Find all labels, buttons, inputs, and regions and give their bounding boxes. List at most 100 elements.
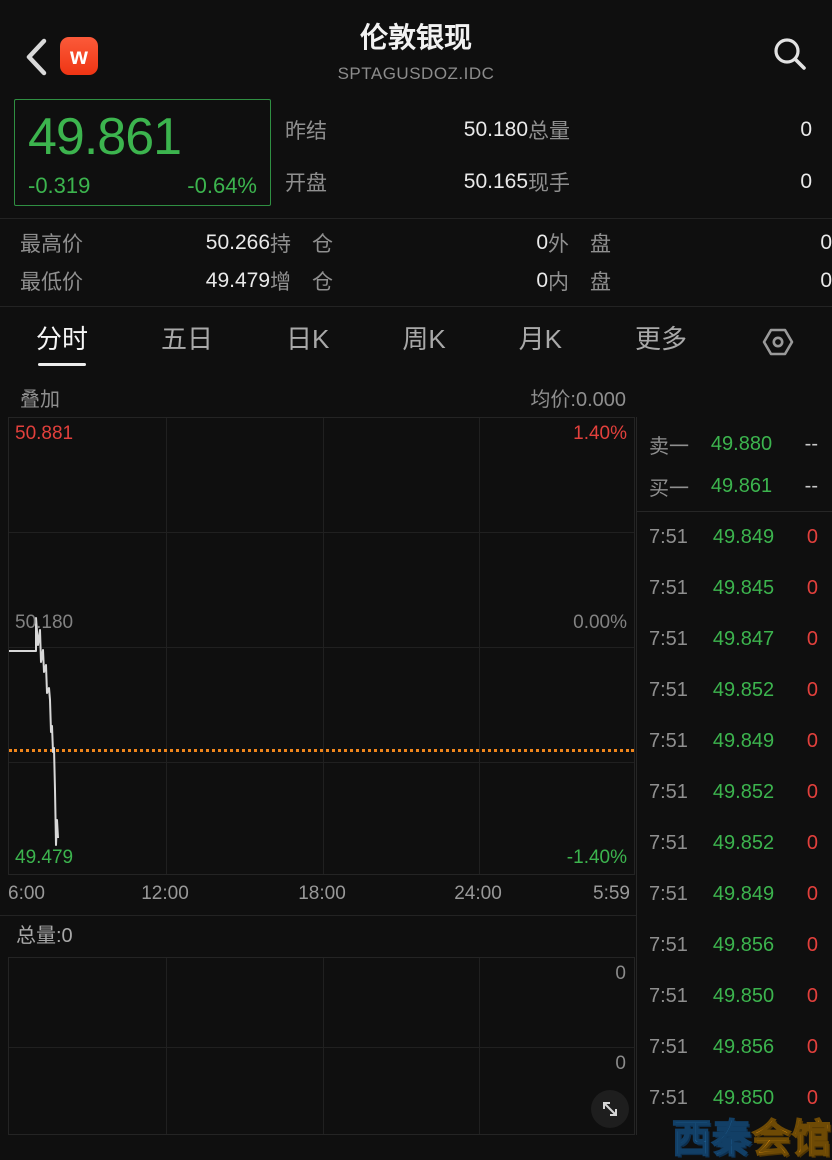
back-button[interactable]	[22, 36, 52, 78]
gridline	[323, 418, 324, 874]
time-tick: 6:00	[8, 883, 45, 904]
trade-row[interactable]: 7:51 49.850 0	[637, 1073, 832, 1124]
time-tick: 5:59	[593, 883, 630, 904]
stat-value: 0	[536, 269, 548, 292]
trade-time: 7:51	[649, 832, 688, 854]
trade-row[interactable]: 7:51 49.847 0	[637, 614, 832, 665]
book-qty: --	[804, 432, 818, 455]
trade-qty: 0	[806, 628, 818, 650]
search-icon	[774, 38, 806, 70]
wind-app-logo[interactable]: w	[60, 37, 98, 75]
trade-qty: 0	[806, 730, 818, 752]
watermark: 西秦会馆	[671, 1118, 832, 1160]
trade-row[interactable]: 7:51 49.852 0	[637, 767, 832, 818]
header: w 伦敦银现 SPTAGUSDOZ.IDC	[0, 0, 832, 96]
chart-low-pct-label: -1.40%	[566, 847, 627, 868]
book-price: 49.861	[710, 474, 773, 497]
gridline	[479, 958, 480, 1134]
price-change-pct: -0.64%	[187, 173, 257, 198]
trade-time: 7:51	[649, 628, 688, 650]
trade-time: 7:51	[649, 1087, 688, 1109]
order-book: 卖一 49.880 -- 买一 49.861 --	[637, 417, 832, 511]
stat-label: 持 仓	[270, 233, 333, 256]
trade-row[interactable]: 7:51 49.849 0	[637, 512, 832, 563]
tab-daily-k[interactable]: 日K	[286, 323, 330, 354]
chart-high-price-label: 50.881	[15, 423, 74, 444]
stat-label: 增 仓	[270, 271, 333, 294]
trade-row[interactable]: 7:51 49.852 0	[637, 818, 832, 869]
trade-price: 49.845	[712, 577, 775, 599]
main-area: 50.881 1.40% 50.180 0.00% 49.479 -1.40% …	[0, 417, 832, 1135]
chart-low-price-label: 49.479	[15, 847, 74, 868]
quote-field-value: 50.180	[463, 118, 528, 141]
overlay-button[interactable]: 叠加	[20, 389, 60, 411]
trade-qty: 0	[806, 985, 818, 1007]
trade-qty: 0	[806, 883, 818, 905]
quote-field-value: 0	[800, 118, 812, 141]
chart-mid-price-label: 50.180	[15, 612, 74, 633]
order-book-row[interactable]: 卖一 49.880 --	[637, 423, 832, 465]
trade-qty: 0	[806, 832, 818, 854]
book-qty: --	[804, 474, 818, 497]
stat-label: 最高价	[20, 233, 83, 256]
stat-label: 最低价	[20, 271, 83, 294]
time-tick: 18:00	[298, 883, 346, 904]
search-button[interactable]	[770, 34, 810, 74]
trade-qty: 0	[806, 934, 818, 956]
trade-row[interactable]: 7:51 49.849 0	[637, 716, 832, 767]
expand-diagonal-icon	[603, 1102, 617, 1116]
trade-price: 49.850	[712, 1087, 775, 1109]
trade-row[interactable]: 7:51 49.845 0	[637, 563, 832, 614]
logo-letter: w	[70, 42, 88, 69]
gridline	[479, 418, 480, 874]
quote-field-label: 总量	[528, 120, 570, 143]
trade-time: 7:51	[649, 679, 688, 701]
trade-row[interactable]: 7:51 49.850 0	[637, 971, 832, 1022]
trade-row[interactable]: 7:51 49.852 0	[637, 665, 832, 716]
tab-minute[interactable]: 分时	[36, 319, 88, 366]
tab-bar: 分时 五日 日K 周K 月K 更多	[0, 307, 832, 377]
trade-qty: 0	[806, 526, 818, 548]
gridline	[9, 647, 634, 648]
time-tick: 12:00	[141, 883, 189, 904]
trade-time: 7:51	[649, 934, 688, 956]
price-line	[9, 617, 59, 846]
trade-row[interactable]: 7:51 49.849 0	[637, 869, 832, 920]
tab-weekly-k[interactable]: 周K	[402, 323, 446, 354]
trade-row[interactable]: 7:51 49.856 0	[637, 1022, 832, 1073]
price-box: 49.861 -0.319 -0.64%	[14, 99, 271, 206]
trade-list: 7:51 49.849 0 7:51 49.845 0 7:51 49.847 …	[637, 512, 832, 1124]
trade-price: 49.849	[712, 526, 775, 548]
watermark-part1: 西秦	[671, 1118, 752, 1160]
trade-price: 49.856	[712, 1036, 775, 1058]
volume-chart[interactable]: 0 0	[8, 957, 635, 1135]
fullscreen-button[interactable]	[591, 1090, 629, 1128]
trade-qty: 0	[806, 781, 818, 803]
book-side-label: 买一	[649, 477, 689, 500]
gridline	[9, 762, 634, 763]
chart-high-pct-label: 1.40%	[573, 423, 627, 444]
minute-chart[interactable]: 50.881 1.40% 50.180 0.00% 49.479 -1.40%	[8, 417, 635, 875]
tab-monthly-k[interactable]: 月K	[518, 323, 562, 354]
trade-time: 7:51	[649, 577, 688, 599]
chart-toolbar: 叠加 均价:0.000	[0, 377, 832, 417]
trade-price: 49.849	[712, 730, 775, 752]
gridline	[166, 418, 167, 874]
tab-more[interactable]: 更多	[634, 323, 687, 354]
order-book-row[interactable]: 买一 49.861 --	[637, 465, 832, 507]
chart-settings-button[interactable]	[760, 324, 796, 360]
gridline	[323, 958, 324, 1134]
trade-panel: 卖一 49.880 -- 买一 49.861 -- 7:51	[636, 417, 832, 1135]
last-price: 49.861	[28, 108, 182, 166]
trade-row[interactable]: 7:51 49.856 0	[637, 920, 832, 971]
watermark-part2: 会馆	[751, 1118, 832, 1160]
volume-title: 总量:0	[16, 925, 73, 947]
tab-five-day[interactable]: 五日	[161, 323, 214, 354]
gridline	[166, 958, 167, 1134]
divider	[0, 218, 832, 219]
trade-price: 49.849	[712, 883, 775, 905]
quote-fields-grid: 昨结 50.180 总量 0 开盘 50.165 现手 0	[285, 104, 812, 208]
stat-value: 49.479	[205, 269, 270, 292]
trade-qty: 0	[806, 679, 818, 701]
